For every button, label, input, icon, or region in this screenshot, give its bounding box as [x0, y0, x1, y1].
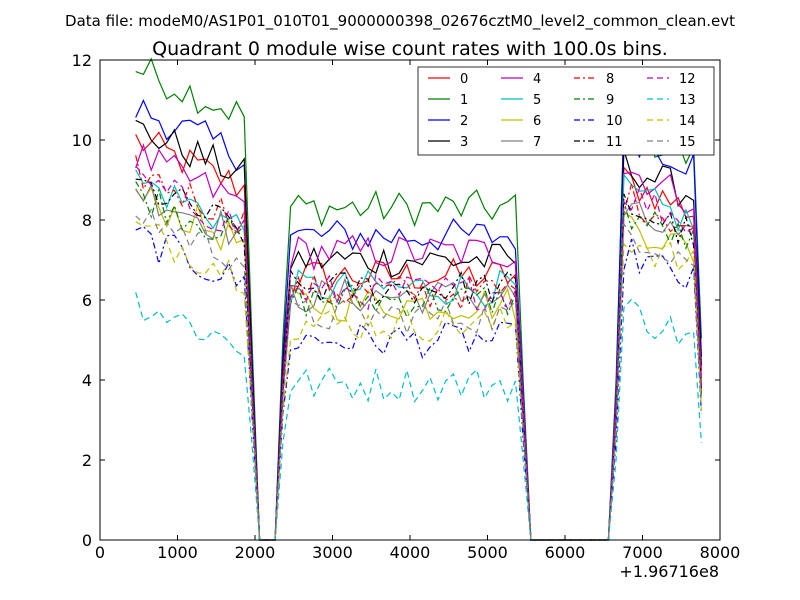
series-line-9	[135, 181, 702, 541]
series-line-2	[135, 99, 702, 541]
chart-title: Quadrant 0 module wise count rates with …	[152, 38, 668, 60]
y-tick-label: 4	[82, 371, 92, 390]
x-tick-label: 4000	[390, 543, 431, 562]
legend-label-11: 11	[606, 135, 623, 150]
legend-label-7: 7	[533, 135, 541, 150]
legend-label-3: 3	[460, 135, 468, 150]
series-line-4	[135, 143, 702, 541]
legend-label-6: 6	[533, 114, 541, 129]
x-tick-label: 1000	[157, 543, 198, 562]
y-tick-label: 2	[82, 451, 92, 470]
legend-label-15: 15	[679, 135, 696, 150]
series-line-8	[135, 155, 702, 541]
axis-ticks: 0 1000 2000 3000 4000 5000 6000 7000 80000246810…	[72, 51, 741, 562]
y-tick-label: 8	[82, 211, 92, 230]
series-line-0	[135, 131, 702, 541]
x-tick-label: 2000	[235, 543, 276, 562]
x-offset-label: +1.96716e8	[619, 562, 719, 581]
legend-label-4: 4	[533, 72, 541, 87]
legend-label-5: 5	[533, 93, 541, 108]
x-tick-label: 3000	[312, 543, 353, 562]
figure-suptitle: Data file: modeM0/AS1P01_010T01_90000003…	[65, 12, 735, 31]
legend-label-2: 2	[460, 114, 468, 129]
legend-label-13: 13	[679, 93, 696, 108]
y-tick-label: 6	[82, 291, 92, 310]
y-tick-label: 10	[72, 131, 92, 150]
legend-label-14: 14	[679, 114, 696, 129]
x-tick-label: 5000	[467, 543, 508, 562]
legend-label-12: 12	[679, 72, 696, 87]
legend-label-8: 8	[606, 72, 614, 87]
x-tick-label: 8000	[700, 543, 741, 562]
legend-label-0: 0	[460, 72, 468, 87]
legend-frame	[417, 66, 715, 156]
legend-label-1: 1	[460, 93, 468, 108]
x-tick-label: 0	[95, 543, 105, 562]
x-tick-label: 7000	[622, 543, 663, 562]
y-tick-label: 12	[72, 51, 92, 70]
legend-label-9: 9	[606, 93, 614, 108]
y-tick-label: 0	[82, 531, 92, 550]
x-tick-label: 6000	[545, 543, 586, 562]
legend-label-10: 10	[606, 114, 623, 129]
